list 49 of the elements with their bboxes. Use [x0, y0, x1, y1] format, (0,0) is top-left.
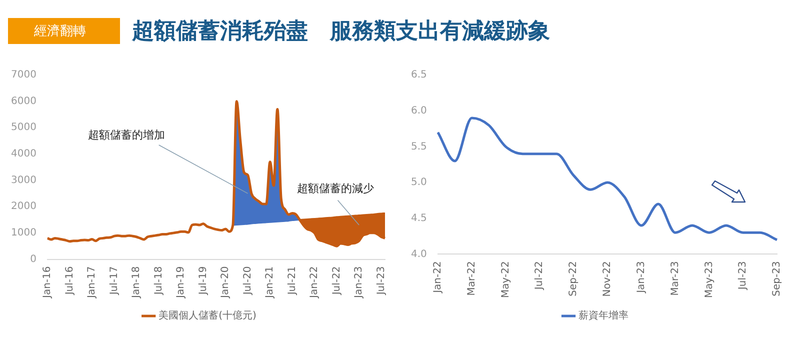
x-tick-label: May-22	[500, 261, 512, 298]
y-tick-label: 0	[30, 254, 36, 265]
x-tick-label: Nov-22	[602, 261, 614, 297]
y-tick-label: 7000	[10, 70, 36, 81]
y-tick-label: 1000	[10, 228, 36, 239]
x-tick-label: Jul-22	[331, 266, 342, 296]
y-tick-label: 2000	[10, 201, 36, 212]
y-tick-label: 5.5	[410, 141, 427, 152]
y-tick-label: 6000	[10, 96, 36, 107]
x-tick-label: Jan-22	[432, 261, 444, 294]
y-tick-label: 4.5	[410, 212, 427, 224]
chart-subtitle: 經濟翻轉	[33, 23, 87, 41]
x-tick-label: Jan-20	[220, 266, 232, 299]
y-tick-label: 6.0	[410, 105, 427, 116]
y-tick-label: 5.0	[410, 177, 427, 188]
annotation: 超額儲蓄的增加	[88, 128, 165, 142]
y-tick-label: 3000	[10, 174, 36, 186]
x-tick-label: Sep-23	[772, 261, 783, 296]
annotation: 超額儲蓄的減少	[297, 182, 374, 196]
x-tick-label: Jan-17	[86, 266, 98, 299]
x-tick-label: Jul-21	[286, 266, 298, 296]
x-tick-label: Jan-23	[636, 261, 647, 294]
x-tick-label: Jul-19	[198, 266, 209, 296]
x-tick-label: Jan-16	[42, 266, 54, 299]
x-tick-label: Jan-18	[131, 266, 142, 299]
x-tick-label: Jul-18	[153, 266, 164, 296]
y-tick-label: 6.5	[410, 70, 427, 81]
legend-label: 美國個人儲蓄(十億元)	[158, 310, 256, 322]
x-tick-label: Jan-19	[176, 266, 187, 299]
line-series	[46, 100, 386, 248]
x-tick-label: Mar-22	[466, 261, 478, 296]
x-tick-label: May-23	[704, 261, 715, 298]
y-tick-label: 4.0	[410, 248, 427, 260]
x-tick-label: Jan-22	[309, 266, 320, 299]
x-tick-label: Jul-23	[376, 266, 387, 296]
x-tick-label: Jul-23	[738, 261, 749, 291]
chart-title: 超額儲蓄消耗殆盡 服務類支出有減緩跡象	[132, 18, 550, 46]
x-tick-label: Jul-20	[242, 266, 254, 296]
x-tick-label: Jul-17	[108, 266, 120, 296]
x-tick-label: Jan-23	[354, 266, 365, 299]
x-tick-label: Jul-16	[64, 266, 76, 296]
x-tick-label: Sep-22	[568, 261, 580, 296]
x-tick-label: Jul-22	[534, 261, 546, 291]
line-series	[436, 116, 778, 242]
x-tick-label: Mar-23	[670, 261, 681, 296]
y-tick-label: 5000	[10, 122, 36, 134]
y-tick-label: 4000	[10, 148, 36, 160]
x-tick-label: Jan-21	[264, 266, 276, 299]
legend-label: 薪資年增率	[578, 310, 628, 322]
